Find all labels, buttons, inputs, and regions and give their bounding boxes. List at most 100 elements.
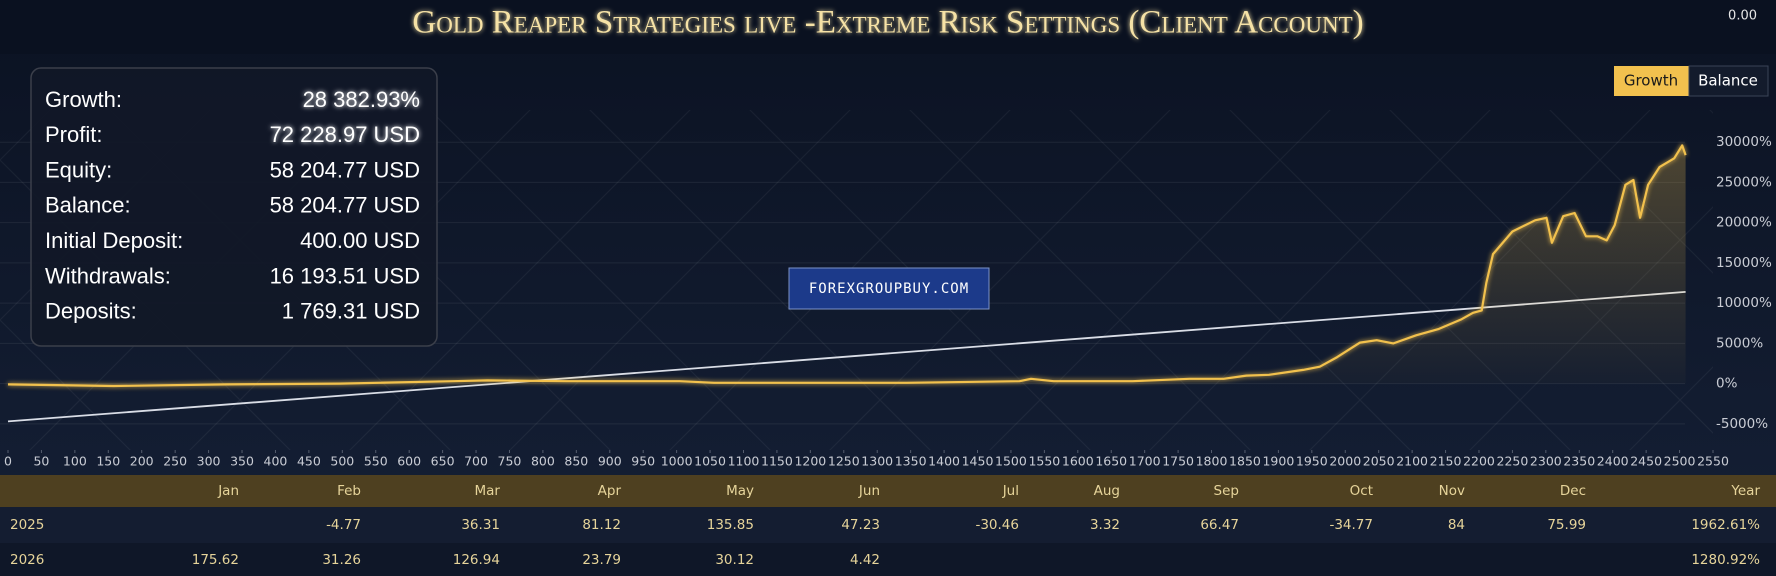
- stat-label: Withdrawals:: [45, 263, 171, 288]
- trend-line: [7, 291, 1686, 423]
- x-tick-label: 1050: [694, 454, 726, 469]
- stat-label: Profit:: [45, 122, 102, 147]
- table-cell: 36.31: [461, 517, 500, 533]
- x-tick-label: 600: [397, 454, 421, 469]
- x-tick-label: 1700: [1129, 454, 1161, 469]
- stat-value: 400.00 USD: [300, 228, 420, 253]
- x-tick-label: 950: [631, 454, 655, 469]
- x-tick-label: 650: [431, 454, 455, 469]
- monthly-table: Jan Feb Mar Apr May Jun Jul Aug Sep Oct Nov Dec Year…: [0, 475, 1776, 576]
- x-tick-label: 2050: [1363, 454, 1395, 469]
- toggle-inactive[interactable]: [1688, 65, 1769, 97]
- x-tick-label: 2100: [1396, 454, 1428, 469]
- y-tick-label: 15000%: [1716, 255, 1772, 271]
- table-cell: -4.77: [326, 517, 361, 533]
- growth-area: [8, 145, 1686, 386]
- toggle-balance[interactable]: Balance: [1698, 72, 1758, 90]
- stat-label: Equity:: [45, 157, 112, 182]
- table-header: Nov: [1439, 483, 1465, 499]
- stat-value: 1 769.31 USD: [282, 299, 420, 324]
- table-cell: 1280.92%: [1691, 552, 1760, 568]
- table-cell: 1962.61%: [1691, 517, 1760, 533]
- table-header: Sep: [1214, 483, 1239, 499]
- x-tick-label: 800: [531, 454, 555, 469]
- row-label: 2025: [10, 517, 44, 533]
- table-header: Mar: [475, 483, 501, 499]
- table-cell: 126.94: [453, 552, 500, 568]
- x-tick-label: 1150: [761, 454, 793, 469]
- stat-value: 58 204.77 USD: [270, 193, 420, 218]
- table-header: Oct: [1350, 483, 1373, 499]
- watermark-text: FOREXGROUPBUY.COM: [809, 281, 969, 297]
- x-tick-label: 1650: [1095, 454, 1127, 469]
- x-tick-label: 1950: [1296, 454, 1328, 469]
- x-tick-label: 2150: [1430, 454, 1462, 469]
- table-cell: 23.79: [582, 552, 621, 568]
- table-cell: 47.23: [841, 517, 880, 533]
- watermark: FOREXGROUPBUY.COM: [788, 267, 990, 310]
- table-header-bg: [0, 475, 1776, 507]
- view-toggle: Growth Balance: [1614, 65, 1769, 97]
- x-tick-label: 150: [96, 454, 120, 469]
- table-header: Jun: [858, 483, 880, 499]
- x-tick-label: 1600: [1062, 454, 1094, 469]
- x-tick-label: 1000: [661, 454, 693, 469]
- x-tick-label: 2500: [1664, 454, 1696, 469]
- table-cell: 4.42: [850, 552, 880, 568]
- watermark-box: [788, 267, 990, 310]
- x-tick-label: 1850: [1229, 454, 1261, 469]
- x-tick-label: 2200: [1463, 454, 1495, 469]
- table-header: Aug: [1094, 483, 1120, 499]
- x-tick-label: 900: [598, 454, 622, 469]
- table-row-bg: [0, 543, 1776, 576]
- x-tick-label: 2300: [1530, 454, 1562, 469]
- table-header: May: [726, 483, 754, 499]
- x-tick-label: 700: [464, 454, 488, 469]
- table-header: Jan: [217, 483, 239, 499]
- table-cell: 31.26: [322, 552, 361, 568]
- x-tick-label: 1800: [1196, 454, 1228, 469]
- stats-panel: Growth: 28 382.93% Profit: 72 228.97 USD Equ…: [30, 67, 438, 347]
- x-tick-label: 850: [564, 454, 588, 469]
- x-tick-label: 1900: [1262, 454, 1294, 469]
- table-cell: 84: [1448, 517, 1465, 533]
- x-tick-label: 1300: [861, 454, 893, 469]
- x-tick-label: 50: [33, 454, 49, 469]
- x-tick-label: 300: [197, 454, 221, 469]
- x-tick-label: 1350: [895, 454, 927, 469]
- stat-label: Initial Deposit:: [45, 228, 183, 253]
- x-tick-label: 1200: [794, 454, 826, 469]
- x-tick-label: 750: [498, 454, 522, 469]
- toggle-active[interactable]: [1614, 66, 1689, 96]
- x-tick-label: 2000: [1329, 454, 1361, 469]
- table-cell: -30.46: [975, 517, 1019, 533]
- table-cell: 3.32: [1090, 517, 1120, 533]
- x-tick-label: 400: [264, 454, 288, 469]
- y-tick-label: 0%: [1716, 376, 1738, 392]
- stat-label: Growth:: [45, 87, 122, 112]
- x-tick-label: 2350: [1563, 454, 1595, 469]
- x-tick-label: 1250: [828, 454, 860, 469]
- table-cell: 30.12: [715, 552, 754, 568]
- x-tick-label: 450: [297, 454, 321, 469]
- table-cell: 75.99: [1547, 517, 1586, 533]
- x-tick-label: 1100: [728, 454, 760, 469]
- table-cell: 135.85: [707, 517, 754, 533]
- title-bar: [0, 0, 1776, 54]
- stat-value: 16 193.51 USD: [270, 263, 420, 288]
- y-tick-label: 5000%: [1716, 335, 1763, 351]
- table-header: Jul: [1002, 483, 1019, 499]
- table-cell: 66.47: [1200, 517, 1239, 533]
- x-tick-label: 1450: [962, 454, 994, 469]
- x-tick-label: 2450: [1630, 454, 1662, 469]
- x-tick-label: 100: [63, 454, 87, 469]
- table-cell: 81.12: [582, 517, 621, 533]
- table-header: Dec: [1560, 483, 1586, 499]
- row-label: 2026: [10, 552, 44, 568]
- stats-box: [30, 67, 438, 347]
- toggle-growth[interactable]: Growth: [1624, 72, 1678, 90]
- x-tick-label: 2250: [1497, 454, 1529, 469]
- x-tick-label: 1750: [1162, 454, 1194, 469]
- stat-value: 58 204.77 USD: [270, 157, 420, 182]
